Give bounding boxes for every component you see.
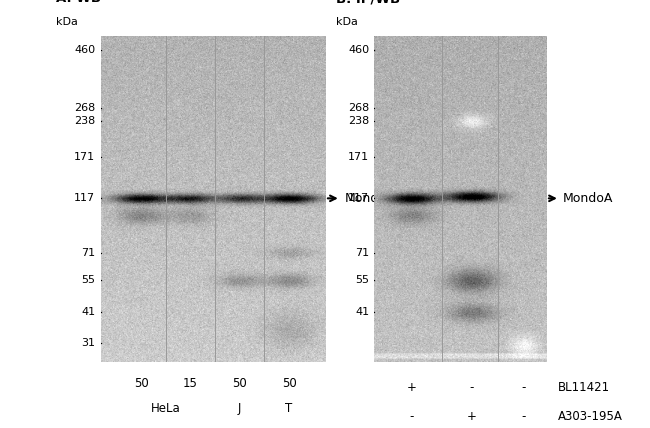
Text: HeLa: HeLa (151, 401, 181, 414)
Text: 41: 41 (81, 307, 95, 317)
Text: 71: 71 (81, 247, 95, 258)
Text: 41: 41 (356, 307, 369, 317)
Text: +: + (467, 410, 477, 423)
Text: 171: 171 (348, 152, 369, 162)
Text: 50: 50 (134, 377, 148, 390)
Text: B. IP/WB: B. IP/WB (336, 0, 400, 6)
Text: 238: 238 (348, 116, 369, 126)
Text: BL11421: BL11421 (558, 381, 610, 394)
Text: 460: 460 (348, 45, 369, 55)
Text: MondoA: MondoA (345, 192, 396, 205)
Text: T: T (285, 401, 293, 414)
Text: 171: 171 (74, 152, 95, 162)
Text: -: - (410, 410, 414, 423)
Text: 117: 117 (74, 193, 95, 203)
Text: -: - (521, 410, 526, 423)
Text: J: J (238, 401, 241, 414)
Text: -: - (470, 381, 474, 394)
Text: 31: 31 (81, 338, 95, 348)
Text: MondoA: MondoA (563, 192, 614, 205)
Text: kDa: kDa (336, 17, 358, 27)
Text: kDa: kDa (56, 17, 78, 27)
Text: 238: 238 (74, 116, 95, 126)
Text: 117: 117 (348, 193, 369, 203)
Text: 55: 55 (356, 275, 369, 285)
Text: 268: 268 (74, 103, 95, 113)
Text: +: + (407, 381, 417, 394)
Text: 71: 71 (356, 247, 369, 258)
Text: 268: 268 (348, 103, 369, 113)
Text: 50: 50 (281, 377, 296, 390)
Text: 50: 50 (233, 377, 247, 390)
Text: 55: 55 (81, 275, 95, 285)
Text: -: - (521, 381, 526, 394)
Text: A. WB: A. WB (56, 0, 101, 6)
Text: 460: 460 (74, 45, 95, 55)
Text: A303-195A: A303-195A (558, 410, 623, 423)
Text: 15: 15 (183, 377, 198, 390)
